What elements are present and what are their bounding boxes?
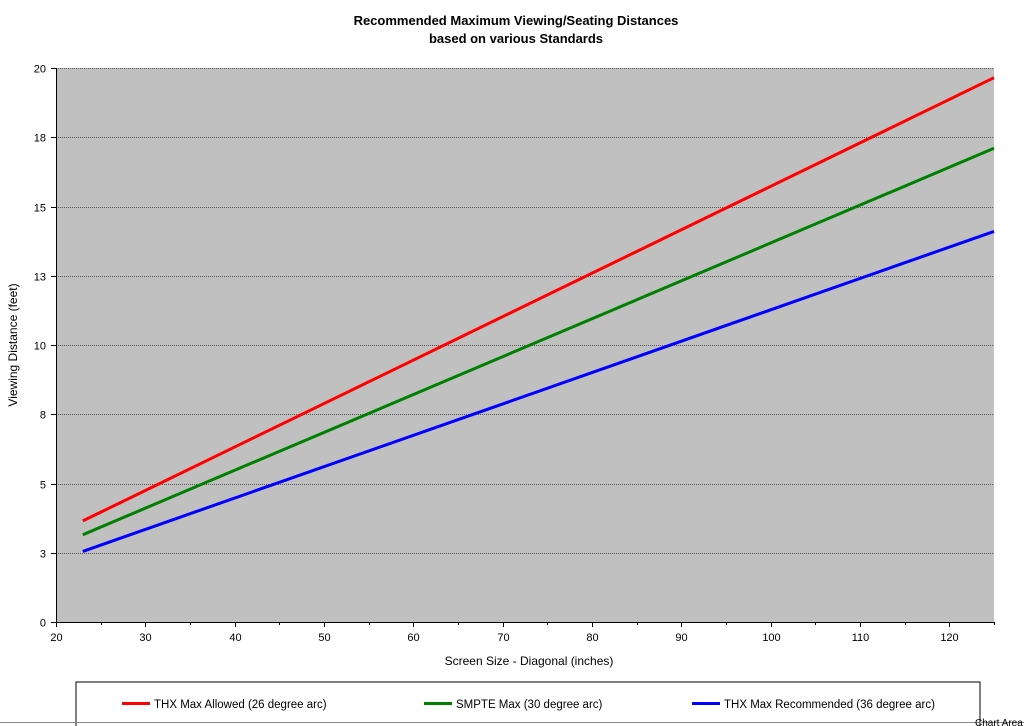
series-line-2 <box>82 146 995 537</box>
series-line-1 <box>82 76 995 523</box>
series-lines <box>82 76 995 553</box>
y-tick-label: 18 <box>34 133 46 145</box>
chart-subtitle: based on various Standards <box>429 31 603 46</box>
y-tick-label: 20 <box>34 64 46 76</box>
chart-title: Recommended Maximum Viewing/Seating Dist… <box>354 13 679 28</box>
x-tick-label: 30 <box>139 632 151 644</box>
y-tick-label: 10 <box>34 341 46 353</box>
x-tick-label: 20 <box>50 632 62 644</box>
legend-box <box>75 681 981 726</box>
grid-lines <box>56 68 994 554</box>
legend-label: THX Max Recommended (36 degree arc) <box>724 699 935 711</box>
axes: 0 3 5 8 10 13 15 18 20 20 30 40 50 60 70 80 90 100 110 120 <box>34 64 995 644</box>
x-tick-label: 50 <box>318 632 330 644</box>
y-axis-label: Viewing Distance (feet) <box>6 283 20 406</box>
x-tick-label: 90 <box>675 632 687 644</box>
y-tick-label: 13 <box>34 272 46 284</box>
y-tick-label: 3 <box>40 549 46 561</box>
x-tick-label: 40 <box>229 632 241 644</box>
y-tick-label: 5 <box>40 480 46 492</box>
legend-label: SMPTE Max (30 degree arc) <box>456 699 603 711</box>
y-tick-label: 8 <box>40 410 46 422</box>
x-tick-label: 120 <box>940 632 958 644</box>
x-tick-label: 70 <box>497 632 509 644</box>
x-tick-label: 110 <box>852 632 870 644</box>
x-tick-label: 80 <box>586 632 598 644</box>
x-tick-label: 100 <box>762 632 780 644</box>
legend-label: THX Max Allowed (26 degree arc) <box>154 699 327 711</box>
y-tick-label: 0 <box>40 618 46 630</box>
chart-area-label: Chart Area <box>975 718 1023 726</box>
y-tick-label: 15 <box>34 203 46 215</box>
x-tick-label: 60 <box>407 632 419 644</box>
series-line-3 <box>82 229 995 553</box>
legend: THX Max Allowed (26 degree arc) SMPTE Max… <box>122 699 935 711</box>
x-axis-label: Screen Size - Diagonal (inches) <box>445 654 614 668</box>
